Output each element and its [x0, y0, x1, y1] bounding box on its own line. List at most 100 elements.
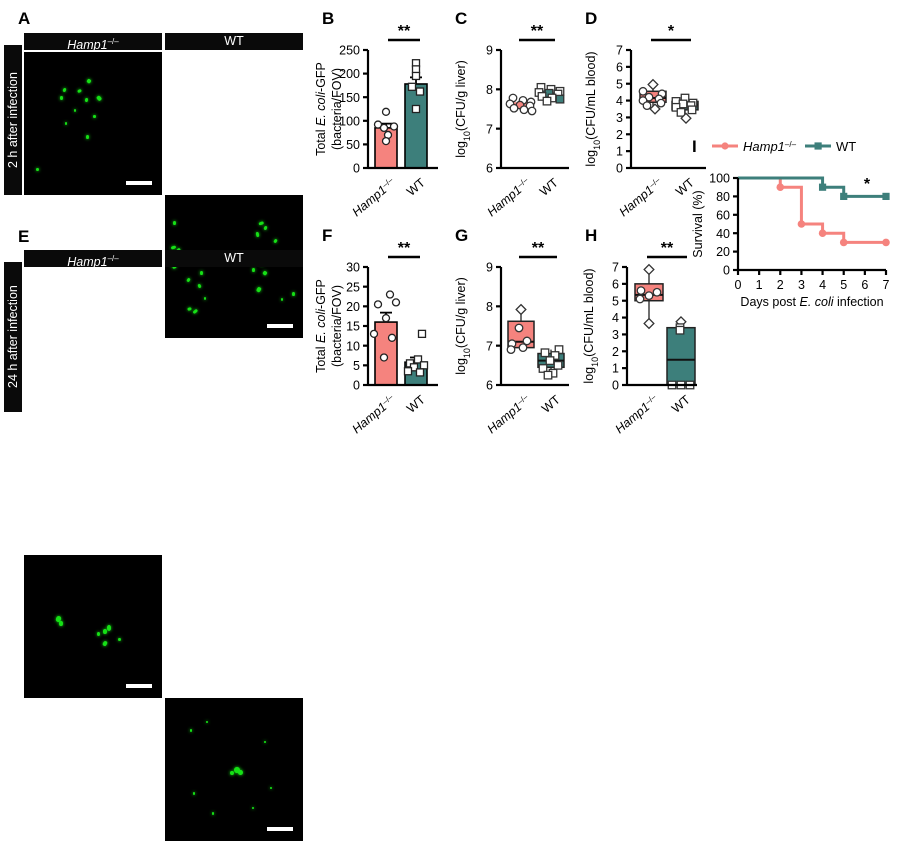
panel-label-F: F [322, 226, 333, 245]
bar [374, 321, 398, 386]
legend-label: Hamp1–/– [743, 139, 797, 154]
gfp-bacterium [102, 629, 107, 635]
svg-text:(bacteria/FOV): (bacteria/FOV) [330, 68, 344, 150]
x-tick-label: WT [404, 175, 428, 198]
svg-text:Hamp1–/–: Hamp1–/– [349, 392, 398, 437]
y-tick-label: 8 [486, 300, 493, 314]
gfp-bacterium [203, 296, 207, 300]
data-point-marker [644, 291, 654, 301]
gfp-bacterium [106, 625, 112, 631]
y-tick-label: 4 [612, 311, 619, 325]
data-point-marker [506, 345, 516, 354]
data-point-marker [680, 112, 692, 125]
y-axis-title: log10(CFU/g liver) [454, 60, 472, 158]
x-tick-label: WT [669, 392, 693, 415]
data-point-marker [522, 336, 532, 346]
y-tick-label: 50 [346, 138, 360, 152]
y-tick-label: 2 [612, 345, 619, 359]
data-point-marker [389, 122, 399, 131]
data-point-marker [413, 355, 423, 364]
gfp-bacterium [189, 729, 192, 732]
y-tick-label: 1 [612, 362, 619, 376]
svg-text:Hamp1–/–: Hamp1–/– [484, 392, 533, 437]
survival-marker [818, 229, 827, 237]
survival-marker [882, 192, 890, 200]
panelA-row-label: 2 h after infection [4, 45, 22, 195]
panel-label-H: H [585, 226, 598, 245]
panel-label-D: D [585, 9, 598, 28]
panel-H-chart: ** 0 1 2 3 4 5 6 7 Hamp1–/– WT log10(CFU/mL blood) [581, 235, 709, 440]
gfp-bacterium [187, 306, 193, 311]
x-tick-label: WT [539, 392, 563, 415]
data-point-marker [540, 348, 550, 358]
y-axis-title: log10(CFU/mL blood) [582, 268, 600, 383]
box [666, 326, 696, 386]
y-tick-label: 60 [716, 208, 730, 222]
gfp-bacterium [96, 95, 102, 102]
x-tick-label: 0 [735, 278, 742, 292]
gfp-bacterium [65, 122, 68, 125]
data-point-marker [411, 104, 421, 114]
svg-text:WT: WT [537, 175, 561, 198]
significance-label: ** [398, 23, 411, 40]
gfp-bacterium [117, 637, 121, 642]
data-point-marker [515, 303, 527, 316]
survival-marker [839, 238, 848, 247]
y-tick-label: 6 [616, 60, 623, 74]
significance-label: * [864, 176, 871, 193]
gfp-bacterium [97, 632, 101, 637]
survival-marker [776, 183, 785, 191]
y-tick-label: 5 [353, 359, 360, 373]
data-point-marker [656, 98, 666, 108]
y-tick-label: 2 [616, 128, 623, 142]
x-tick-label: Hamp1–/– [349, 392, 398, 437]
gfp-bacterium [76, 88, 82, 94]
data-point-marker [675, 325, 685, 335]
y-tick-label: 7 [616, 44, 623, 58]
x-tick-label: Hamp1–/– [350, 175, 395, 220]
y-axis-title: Total E. coli-GFP (bacteria/FOV) [314, 279, 344, 373]
data-point-marker [379, 123, 389, 133]
panel-label-I: I [692, 137, 697, 156]
y-tick-label: 150 [339, 91, 360, 105]
data-point-marker [369, 329, 379, 339]
data-point-marker [403, 367, 413, 376]
y-tick-label: 4 [616, 94, 623, 108]
svg-text:Survival (%): Survival (%) [691, 190, 705, 257]
x-tick-label: WT [404, 392, 428, 415]
gfp-bacterium [238, 769, 244, 775]
survival-marker [840, 192, 848, 200]
y-tick-label: 0 [353, 162, 360, 176]
y-tick-label: 7 [486, 339, 493, 353]
svg-text:Hamp1–/–: Hamp1–/– [612, 392, 661, 437]
data-point-marker [676, 107, 686, 117]
y-axis-title: Total E. coli-GFP (bacteria/FOV) [314, 62, 344, 156]
data-point-marker [649, 103, 661, 115]
y-tick-label: 6 [612, 277, 619, 291]
x-tick-label: 6 [861, 278, 868, 292]
gfp-bacterium [192, 309, 199, 315]
data-point-marker [652, 287, 662, 297]
gfp-bacterium [263, 226, 268, 231]
data-point-marker [411, 71, 421, 81]
svg-text:Hamp1–/–: Hamp1–/– [616, 175, 665, 220]
y-tick-label: 0 [612, 379, 619, 393]
panel-G-chart: ** 6 7 8 9 Hamp1–/– WT log10(CFU/g liver) [451, 235, 579, 440]
x-axis-title: Days post E. coli infection [740, 295, 883, 309]
panelA-right-title: WT [165, 33, 303, 50]
panel-label-E: E [18, 227, 30, 246]
y-tick-label: 30 [346, 261, 360, 275]
scale-bar [126, 181, 152, 185]
data-point-marker [373, 300, 383, 309]
gfp-bacterium [73, 109, 77, 113]
gfp-bacterium [192, 792, 195, 795]
legend-marker [721, 142, 729, 150]
panel-F-chart: ** 0 5 10 15 20 25 30 Hamp1–/– WT Total E. coli-GF… [314, 235, 448, 440]
panelE-micrograph-ko [24, 555, 162, 698]
gfp-bacterium [59, 96, 63, 100]
gfp-bacterium [206, 720, 209, 724]
data-point-marker [550, 351, 560, 360]
data-point-marker [381, 313, 391, 323]
gfp-bacterium [62, 87, 67, 93]
x-tick-label: 1 [756, 278, 763, 292]
